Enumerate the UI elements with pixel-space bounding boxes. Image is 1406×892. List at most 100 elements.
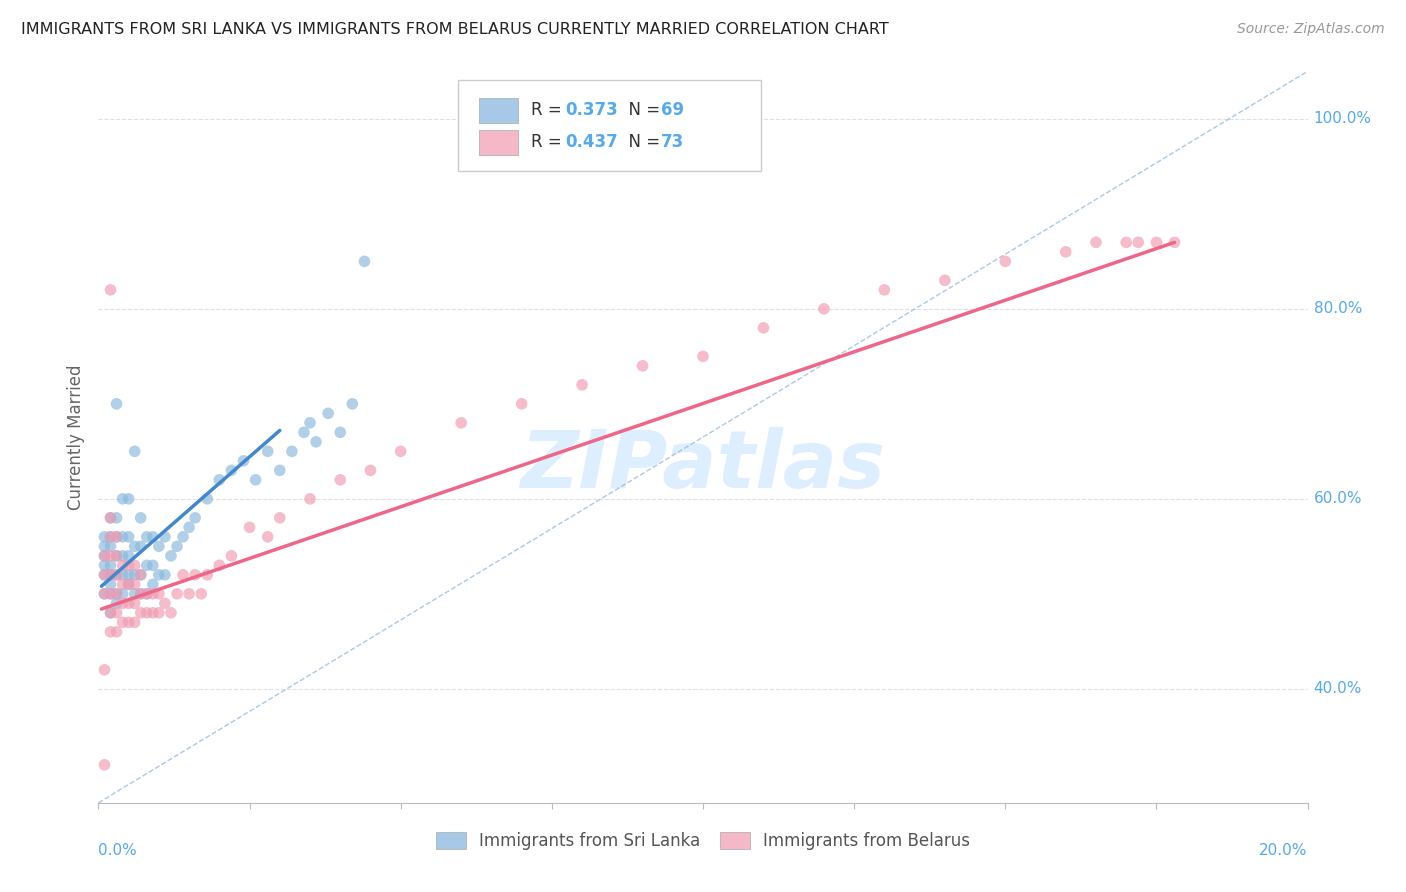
Text: 80.0%: 80.0% xyxy=(1313,301,1362,317)
Point xyxy=(124,539,146,553)
Point xyxy=(148,567,170,582)
Point xyxy=(1054,244,1077,259)
Point xyxy=(100,567,122,582)
Point xyxy=(100,511,122,525)
Text: Source: ZipAtlas.com: Source: ZipAtlas.com xyxy=(1237,22,1385,37)
Text: 40.0%: 40.0% xyxy=(1313,681,1362,697)
Point xyxy=(93,567,115,582)
Text: 0.437: 0.437 xyxy=(565,133,617,152)
FancyBboxPatch shape xyxy=(479,130,517,154)
Point xyxy=(179,587,201,601)
Point xyxy=(100,539,122,553)
Point xyxy=(100,577,122,591)
Point xyxy=(148,539,170,553)
Point xyxy=(148,587,170,601)
Point xyxy=(111,558,134,573)
Point xyxy=(172,567,194,582)
Point xyxy=(93,530,115,544)
Point xyxy=(129,567,152,582)
Point xyxy=(389,444,412,458)
Point xyxy=(124,558,146,573)
Point xyxy=(111,567,134,582)
Point xyxy=(118,615,141,630)
Point xyxy=(221,463,243,477)
Point xyxy=(100,511,122,525)
Point xyxy=(118,596,141,610)
Point xyxy=(813,301,835,316)
FancyBboxPatch shape xyxy=(479,98,517,122)
Point xyxy=(93,549,115,563)
Point xyxy=(329,425,352,440)
Point xyxy=(208,473,231,487)
Point xyxy=(129,511,152,525)
Point xyxy=(105,567,128,582)
Point xyxy=(135,587,157,601)
Point xyxy=(111,615,134,630)
Point xyxy=(160,606,183,620)
Point xyxy=(93,757,115,772)
Point xyxy=(129,539,152,553)
Point xyxy=(111,530,134,544)
Point xyxy=(124,567,146,582)
Point xyxy=(166,587,188,601)
Point xyxy=(1115,235,1137,250)
Point xyxy=(129,567,152,582)
Point xyxy=(994,254,1017,268)
Point xyxy=(93,587,115,601)
Point xyxy=(93,663,115,677)
Point xyxy=(281,444,304,458)
Point xyxy=(342,397,364,411)
Point xyxy=(153,596,176,610)
Point xyxy=(256,444,278,458)
Point xyxy=(118,549,141,563)
Point xyxy=(299,416,322,430)
Point xyxy=(195,567,218,582)
Point xyxy=(245,473,267,487)
Point xyxy=(329,473,352,487)
Point xyxy=(124,577,146,591)
Point xyxy=(118,577,141,591)
Point xyxy=(142,530,165,544)
Point xyxy=(118,530,141,544)
Text: 20.0%: 20.0% xyxy=(1260,843,1308,858)
Point xyxy=(172,530,194,544)
Point xyxy=(124,587,146,601)
Point xyxy=(118,558,141,573)
Point xyxy=(299,491,322,506)
Point xyxy=(100,530,122,544)
Point xyxy=(135,530,157,544)
Point xyxy=(105,624,128,639)
Point xyxy=(184,511,207,525)
Point xyxy=(450,416,472,430)
Point xyxy=(124,596,146,610)
Text: N =: N = xyxy=(619,133,665,152)
Point xyxy=(129,587,152,601)
Text: R =: R = xyxy=(531,101,567,120)
Point xyxy=(631,359,654,373)
Text: ZIPatlas: ZIPatlas xyxy=(520,427,886,506)
Point xyxy=(105,511,128,525)
Point xyxy=(105,596,128,610)
Text: 0.373: 0.373 xyxy=(565,101,617,120)
Point xyxy=(256,530,278,544)
Point xyxy=(142,606,165,620)
Point xyxy=(105,530,128,544)
Point xyxy=(93,587,115,601)
Point xyxy=(129,606,152,620)
Text: R =: R = xyxy=(531,133,567,152)
Point xyxy=(118,491,141,506)
Point xyxy=(100,624,122,639)
Text: 60.0%: 60.0% xyxy=(1313,491,1362,507)
Point xyxy=(153,567,176,582)
Point xyxy=(93,539,115,553)
Point xyxy=(934,273,956,287)
Point xyxy=(100,606,122,620)
Point xyxy=(111,577,134,591)
Point xyxy=(100,549,122,563)
Point xyxy=(111,596,134,610)
Point xyxy=(1163,235,1185,250)
Text: 0.0%: 0.0% xyxy=(98,843,138,858)
Point xyxy=(142,587,165,601)
Point xyxy=(100,530,122,544)
Point xyxy=(118,577,141,591)
